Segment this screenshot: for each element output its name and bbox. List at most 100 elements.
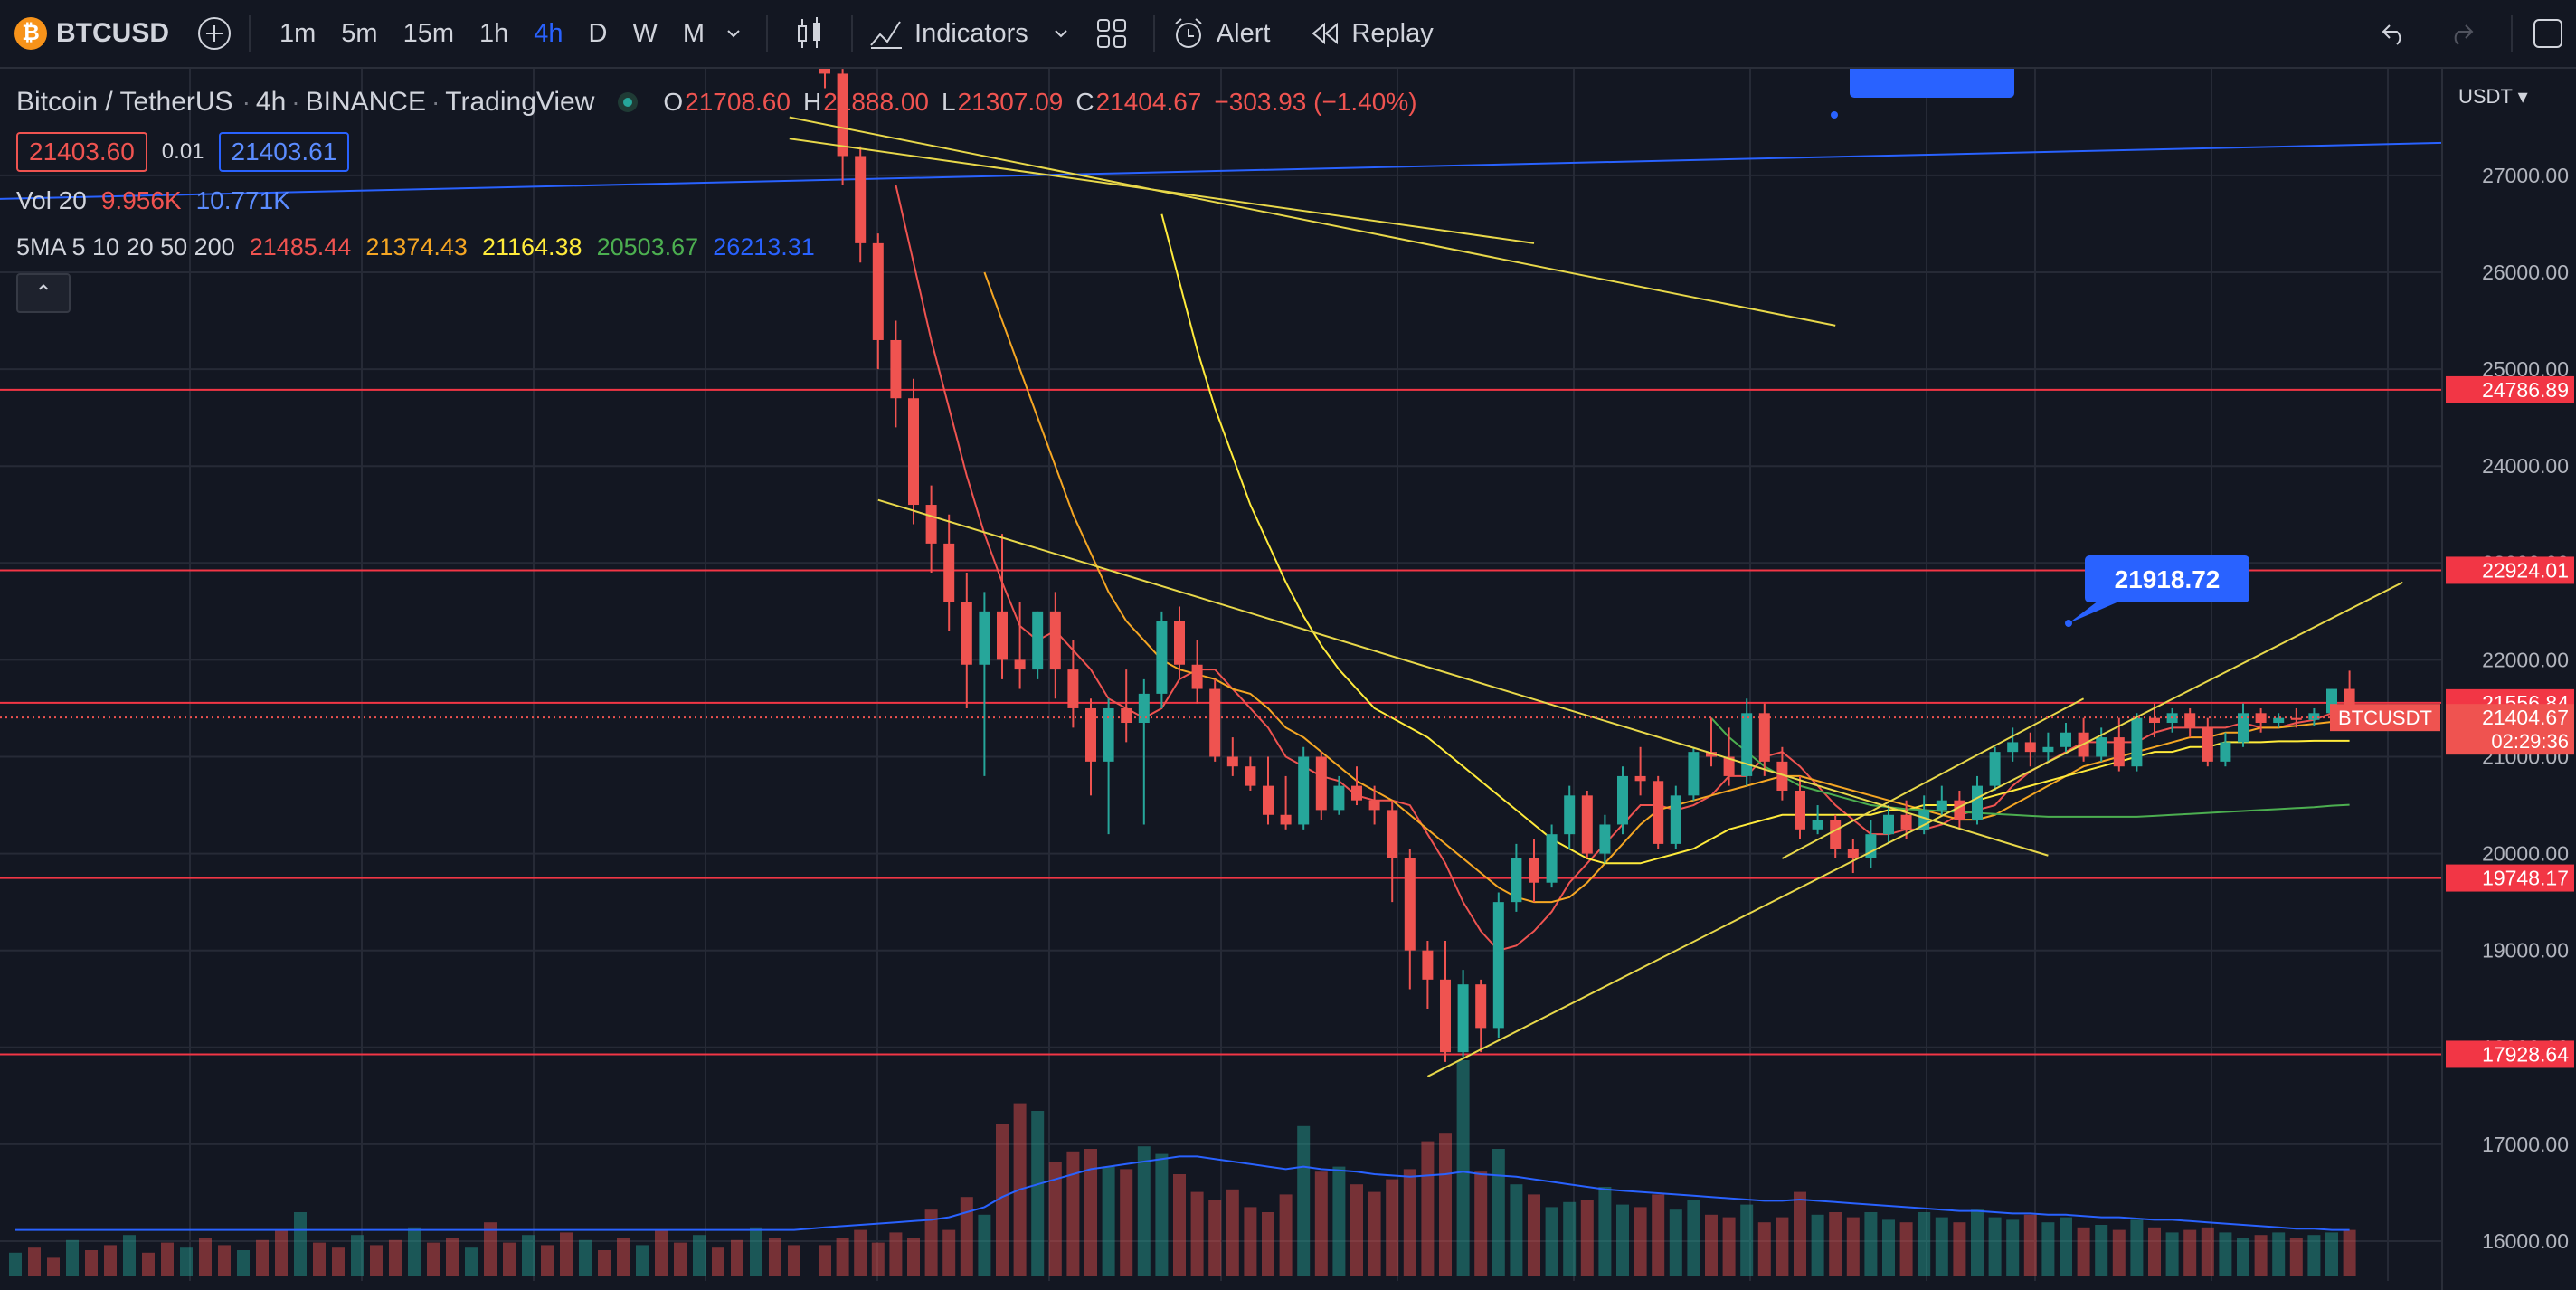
candle-body: [1972, 785, 1983, 820]
compare-add-icon[interactable]: [196, 0, 232, 67]
price-axis[interactable]: USDT ▾16000.0017000.0018000.0019000.0020…: [0, 69, 2576, 1290]
timeframe-15m[interactable]: 15m: [402, 18, 455, 48]
volume-bar: [1474, 1171, 1488, 1276]
volume-bar: [836, 1238, 849, 1276]
symbol-tag-bg: [2330, 704, 2440, 732]
candle-body: [1387, 810, 1398, 858]
volume-bar: [2237, 1238, 2249, 1276]
volume-bar: [66, 1239, 79, 1276]
legend-collapse-button[interactable]: ⌃: [16, 273, 71, 313]
volume-bar: [1155, 1153, 1169, 1276]
level-price-label: 24786.89: [2482, 378, 2569, 402]
fullscreen-icon[interactable]: [2529, 0, 2576, 67]
symbol-search-button[interactable]: BTCUSD: [56, 18, 169, 48]
callout-anchor-dot: [1831, 111, 1838, 119]
callout-box[interactable]: [2085, 555, 2249, 602]
y-tick-label: 16000.00: [2482, 1229, 2569, 1253]
candle-body: [1617, 775, 1628, 825]
volume-bar: [2060, 1217, 2072, 1276]
currency-select[interactable]: USDT ▾: [2458, 85, 2528, 108]
volume-bar: [275, 1229, 288, 1276]
volume-bar: [2165, 1232, 2179, 1276]
ma200-line: [0, 138, 2576, 200]
bar-countdown: 02:29:36: [2491, 730, 2569, 753]
chevron-down-icon[interactable]: [717, 0, 750, 67]
volume-ma-line: [15, 1155, 2350, 1231]
replay-label: Replay: [1351, 18, 1434, 48]
replay-button[interactable]: Replay: [1310, 0, 1434, 67]
timeframe-w[interactable]: W: [632, 18, 658, 48]
timeframe-1m[interactable]: 1m: [279, 18, 317, 48]
layouts-grid-icon[interactable]: [1086, 0, 1137, 67]
volume-bars: [9, 1060, 2356, 1276]
trend-line[interactable]: [789, 116, 1836, 327]
callout-anchor-dot: [2065, 620, 2072, 627]
volume-bar: [47, 1257, 60, 1276]
volume-bar: [889, 1232, 903, 1276]
candle-body: [2096, 737, 2107, 757]
candle-body: [943, 543, 955, 602]
candle-body: [1457, 984, 1469, 1053]
candle-body: [2042, 746, 2054, 753]
candle-body: [1795, 790, 1805, 830]
volume-bar: [351, 1235, 364, 1276]
last-price-tag: [2446, 704, 2574, 755]
volume-bar: [2183, 1229, 2197, 1276]
timeframe-1h[interactable]: 1h: [479, 18, 509, 48]
candle-body: [961, 602, 972, 665]
alert-button[interactable]: Alert: [1171, 0, 1270, 67]
top-toolbar: ₿ BTCUSD 1m 5m 15m 1h 4h D W M Indicators Alert…: [0, 0, 2576, 69]
timeframe-5m[interactable]: 5m: [341, 18, 378, 48]
candle-body: [1138, 693, 1150, 724]
volume-bar: [142, 1252, 155, 1276]
candle-body: [890, 339, 902, 399]
chevron-down-icon[interactable]: [1028, 0, 1086, 67]
candle-body: [1245, 766, 1256, 786]
timeframe-d[interactable]: D: [588, 18, 608, 48]
undo-icon[interactable]: [2361, 0, 2428, 67]
indicators-button[interactable]: Indicators: [869, 0, 1028, 67]
volume-bar: [1776, 1217, 1789, 1276]
volume-bar: [2343, 1229, 2356, 1276]
candle-body: [1121, 707, 1132, 724]
candle-body: [1049, 611, 1061, 670]
volume-bar: [854, 1229, 867, 1276]
candles-style-icon[interactable]: [784, 0, 835, 67]
timeframe-4h[interactable]: 4h: [534, 18, 564, 48]
volume-bar: [1084, 1149, 1097, 1276]
volume-bar: [1048, 1162, 1062, 1276]
candle-body: [925, 505, 937, 544]
horizontal-levels: [0, 388, 2442, 1056]
volume-bar: [2130, 1219, 2144, 1276]
volume-bar: [1811, 1214, 1824, 1276]
redo-icon[interactable]: [2428, 0, 2495, 67]
timeframe-m[interactable]: M: [682, 18, 706, 48]
y-tick-label: 17000.00: [2482, 1133, 2569, 1156]
candle-body: [1067, 669, 1079, 708]
trend-line[interactable]: [1781, 697, 2085, 859]
candle-body: [1315, 756, 1327, 811]
volume-bar: [1864, 1212, 1878, 1276]
trend-line[interactable]: [877, 498, 2049, 857]
trend-line[interactable]: [1426, 581, 2403, 1077]
volume-bar: [942, 1229, 956, 1276]
volume-bar: [389, 1239, 402, 1276]
price-chart[interactable]: 21918.72 USDT ▾16000.0017000.0018000.001…: [0, 69, 2576, 1290]
candle-body: [1368, 800, 1380, 811]
candle-body: [1581, 795, 1593, 854]
level-price-tag: [2446, 864, 2574, 892]
candle-body: [1812, 820, 1823, 830]
volume-bar: [199, 1238, 212, 1276]
volume-bar: [1935, 1217, 1948, 1276]
volume-bar: [1528, 1194, 1540, 1276]
candle-body: [1529, 858, 1539, 883]
candle-body: [1670, 795, 1681, 844]
candle-body: [1936, 800, 1947, 811]
candle-body: [1226, 756, 1238, 767]
volume-bar: [313, 1242, 326, 1276]
level-price-tag: [2446, 1040, 2574, 1068]
volume-bar: [819, 1245, 831, 1276]
volume-bar: [237, 1250, 250, 1276]
volume-bar: [1899, 1222, 1913, 1276]
toolbar-divider: [1152, 15, 1155, 52]
